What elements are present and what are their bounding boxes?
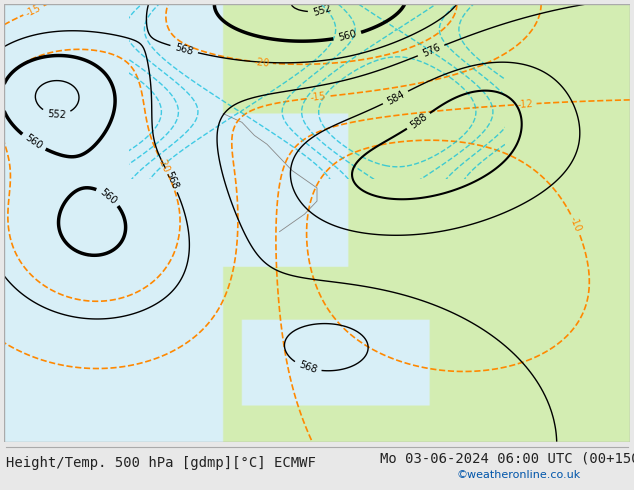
Text: Height/Temp. 500 hPa [gdmp][°C] ECMWF: Height/Temp. 500 hPa [gdmp][°C] ECMWF: [6, 456, 316, 470]
Bar: [4, 4, 630, 441]
Text: 552: 552: [312, 3, 333, 18]
Text: 588: 588: [408, 112, 429, 130]
Text: 560: 560: [23, 133, 44, 152]
Text: -20: -20: [253, 56, 270, 68]
Text: ©weatheronline.co.uk: ©weatheronline.co.uk: [456, 470, 581, 480]
Text: 560: 560: [337, 29, 358, 43]
Text: 568: 568: [174, 42, 195, 57]
Point: [0, 438, 10, 445]
Text: -15: -15: [24, 2, 43, 19]
Point: [0, 438, 10, 445]
Text: -15: -15: [309, 92, 327, 103]
Text: 568: 568: [163, 170, 180, 191]
Text: -20: -20: [155, 155, 171, 174]
Text: 552: 552: [47, 109, 66, 120]
Point: [0, 438, 10, 445]
Text: Mo 03-06-2024 06:00 UTC (00+150): Mo 03-06-2024 06:00 UTC (00+150): [380, 451, 634, 465]
Text: 584: 584: [385, 89, 406, 106]
Text: -12: -12: [517, 98, 533, 110]
Point: [0, 438, 10, 445]
Text: 576: 576: [420, 42, 441, 59]
Text: -10: -10: [567, 215, 583, 233]
Text: 568: 568: [297, 360, 318, 375]
Text: 560: 560: [98, 187, 119, 206]
